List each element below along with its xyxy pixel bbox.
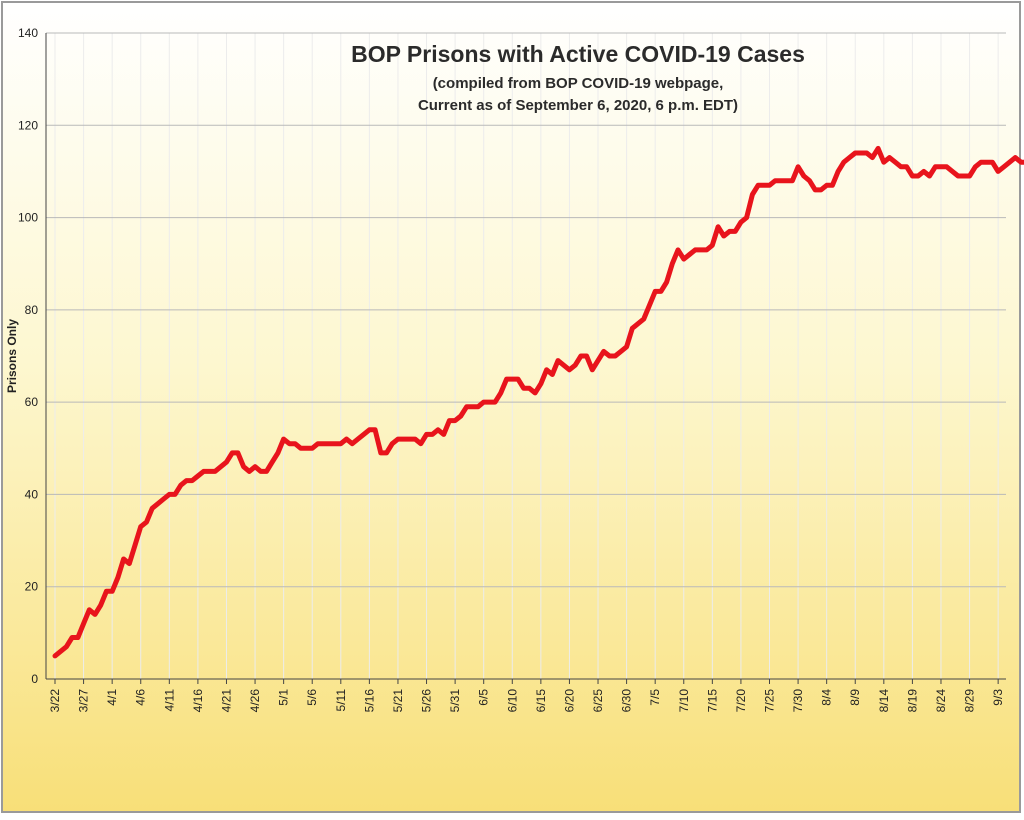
y-tick-label: 20	[25, 580, 39, 594]
y-tick-label: 140	[18, 26, 38, 40]
x-tick-label: 4/11	[162, 689, 176, 712]
x-tick-label: 8/29	[963, 689, 977, 713]
x-tick-label: 3/27	[77, 689, 91, 713]
series-line	[52, 145, 1024, 659]
x-tick-label: 4/6	[134, 689, 148, 706]
x-tick-label: 6/15	[534, 689, 548, 713]
x-tick-label: 5/6	[305, 689, 319, 706]
x-tick-label: 9/3	[991, 689, 1005, 706]
y-tick-label: 40	[25, 487, 39, 501]
x-tick-label: 5/21	[391, 689, 405, 713]
chart-subtitle-line-1: (compiled from BOP COVID-19 webpage,	[433, 75, 724, 92]
x-tick-label: 7/30	[791, 689, 805, 713]
x-tick-label: 5/16	[362, 689, 376, 713]
x-tick-labels: 3/22 3/27 4/1 4/6 4/11 4/16 4/21 4/26 5/1 5/6 5/11…	[48, 689, 1005, 713]
x-tick-label: 4/16	[191, 689, 205, 713]
x-tick-label: 6/5	[477, 689, 491, 706]
chart-subtitle-line-2: Current as of September 6, 2020, 6 p.m. …	[418, 97, 738, 114]
x-tick-label: 7/25	[763, 689, 777, 713]
x-tick-label: 5/1	[277, 689, 291, 706]
x-tick-label: 6/20	[562, 689, 576, 713]
vertical-gridlines	[54, 33, 999, 684]
horizontal-gridlines	[46, 32, 1006, 588]
x-tick-label: 8/14	[877, 689, 891, 713]
x-tick-label: 8/4	[820, 689, 834, 706]
chart-title: BOP Prisons with Active COVID-19 Cases	[351, 41, 805, 67]
x-tick-label: 6/25	[591, 689, 605, 713]
x-tick-label: 4/21	[219, 689, 233, 713]
x-tick-label: 4/1	[105, 689, 119, 706]
x-tick-label: 6/30	[620, 689, 634, 713]
x-tick-label: 3/22	[48, 689, 62, 713]
x-tick-label: 5/11	[334, 689, 348, 712]
y-tick-label: 100	[18, 211, 38, 225]
y-axis-label: Prisons Only	[5, 319, 19, 393]
y-tick-label: 80	[25, 303, 39, 317]
x-tick-label: 8/19	[905, 689, 919, 713]
x-tick-label: 6/10	[505, 689, 519, 713]
x-tick-label: 8/24	[934, 689, 948, 713]
x-tick-label: 4/26	[248, 689, 262, 713]
x-tick-label: 8/9	[848, 689, 862, 706]
x-tick-label: 7/5	[648, 689, 662, 706]
x-tick-label: 5/31	[448, 689, 462, 713]
x-tick-label: 7/15	[705, 689, 719, 713]
y-tick-label: 120	[18, 118, 38, 132]
y-tick-labels: 0 20 40 60 80 100 120 140	[18, 26, 38, 686]
x-tick-label: 5/26	[420, 689, 434, 713]
y-tick-label: 60	[25, 395, 39, 409]
x-tick-label: 7/10	[677, 689, 691, 713]
x-tick-label: 7/20	[734, 689, 748, 713]
y-tick-label: 0	[31, 672, 38, 686]
